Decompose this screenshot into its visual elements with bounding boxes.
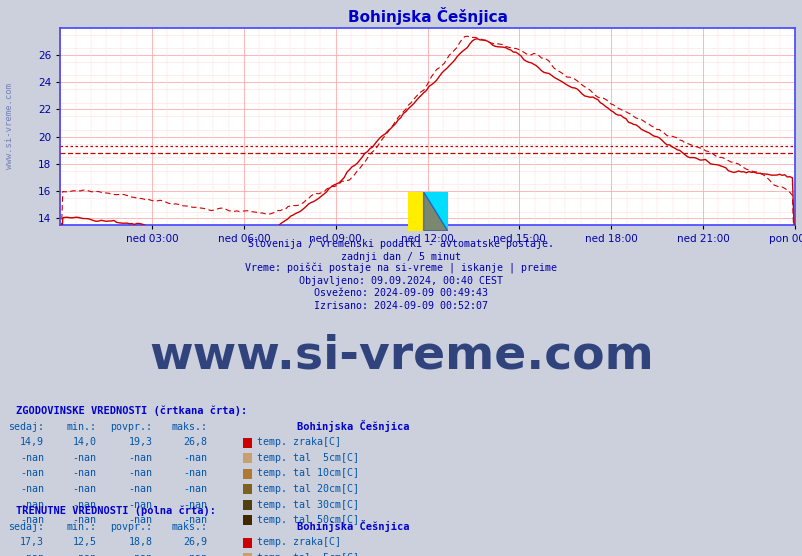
Text: 26,8: 26,8 xyxy=(183,438,207,448)
Polygon shape xyxy=(423,192,448,231)
Text: -nan: -nan xyxy=(183,453,207,463)
Text: TRENUTNE VREDNOSTI (polna črta):: TRENUTNE VREDNOSTI (polna črta): xyxy=(16,506,216,517)
Text: -nan: -nan xyxy=(128,553,152,556)
Text: 18,8: 18,8 xyxy=(128,538,152,548)
Text: temp. tal 50cm[C]: temp. tal 50cm[C] xyxy=(257,515,358,525)
Text: temp. tal  5cm[C]: temp. tal 5cm[C] xyxy=(257,553,358,556)
Text: temp. zraka[C]: temp. zraka[C] xyxy=(257,538,341,548)
Text: Bohinjska Češnjica: Bohinjska Češnjica xyxy=(297,420,409,432)
Text: -nan: -nan xyxy=(183,515,207,525)
Text: Vreme: poišči postaje na si-vreme | iskanje | preime: Vreme: poišči postaje na si-vreme | iska… xyxy=(245,264,557,274)
Text: maks.:: maks.: xyxy=(171,522,207,532)
Text: min.:: min.: xyxy=(67,522,96,532)
Text: 14,0: 14,0 xyxy=(72,438,96,448)
Text: -nan: -nan xyxy=(128,484,152,494)
Text: -nan: -nan xyxy=(183,500,207,510)
Text: povpr.:: povpr.: xyxy=(111,422,152,432)
Text: -nan: -nan xyxy=(128,515,152,525)
Text: temp. tal 30cm[C]: temp. tal 30cm[C] xyxy=(257,500,358,510)
Text: temp. tal  5cm[C]: temp. tal 5cm[C] xyxy=(257,453,358,463)
Text: temp. tal 10cm[C]: temp. tal 10cm[C] xyxy=(257,469,358,479)
Text: -nan: -nan xyxy=(183,484,207,494)
Text: -nan: -nan xyxy=(72,484,96,494)
Text: -nan: -nan xyxy=(72,500,96,510)
Text: 17,3: 17,3 xyxy=(20,538,44,548)
Text: min.:: min.: xyxy=(67,422,96,432)
Text: -nan: -nan xyxy=(128,469,152,479)
Text: -nan: -nan xyxy=(128,500,152,510)
Text: Izrisano: 2024-09-09 00:52:07: Izrisano: 2024-09-09 00:52:07 xyxy=(314,301,488,311)
Text: 26,9: 26,9 xyxy=(183,538,207,548)
Text: Bohinjska Češnjica: Bohinjska Češnjica xyxy=(297,520,409,532)
Text: Objavljeno: 09.09.2024, 00:40 CEST: Objavljeno: 09.09.2024, 00:40 CEST xyxy=(299,276,503,286)
Text: temp. tal 20cm[C]: temp. tal 20cm[C] xyxy=(257,484,358,494)
Text: www.si-vreme.com: www.si-vreme.com xyxy=(5,83,14,170)
Text: -nan: -nan xyxy=(20,469,44,479)
Text: temp. zraka[C]: temp. zraka[C] xyxy=(257,438,341,448)
Text: Osveženo: 2024-09-09 00:49:43: Osveženo: 2024-09-09 00:49:43 xyxy=(314,289,488,299)
Text: -nan: -nan xyxy=(20,484,44,494)
Polygon shape xyxy=(423,192,448,231)
Text: -nan: -nan xyxy=(20,500,44,510)
Text: -nan: -nan xyxy=(20,553,44,556)
Text: ZGODOVINSKE VREDNOSTI (črtkana črta):: ZGODOVINSKE VREDNOSTI (črtkana črta): xyxy=(16,406,247,416)
Text: -nan: -nan xyxy=(183,553,207,556)
Text: Slovenija / vremenski podatki - avtomatske postaje.: Slovenija / vremenski podatki - avtomats… xyxy=(248,240,554,250)
Text: 12,5: 12,5 xyxy=(72,538,96,548)
Text: -nan: -nan xyxy=(128,453,152,463)
Text: -nan: -nan xyxy=(183,469,207,479)
Text: -nan: -nan xyxy=(20,515,44,525)
Text: -nan: -nan xyxy=(72,453,96,463)
Text: povpr.:: povpr.: xyxy=(111,522,152,532)
Text: -nan: -nan xyxy=(72,553,96,556)
Text: 19,3: 19,3 xyxy=(128,438,152,448)
Text: sedaj:: sedaj: xyxy=(8,422,44,432)
Text: maks.:: maks.: xyxy=(171,422,207,432)
Text: www.si-vreme.com: www.si-vreme.com xyxy=(149,334,653,378)
Title: Bohinjska Češnjica: Bohinjska Češnjica xyxy=(347,7,507,25)
Text: zadnji dan / 5 minut: zadnji dan / 5 minut xyxy=(341,252,461,262)
Text: -nan: -nan xyxy=(20,453,44,463)
Text: sedaj:: sedaj: xyxy=(8,522,44,532)
Text: -nan: -nan xyxy=(72,469,96,479)
Text: 14,9: 14,9 xyxy=(20,438,44,448)
Text: -nan: -nan xyxy=(72,515,96,525)
